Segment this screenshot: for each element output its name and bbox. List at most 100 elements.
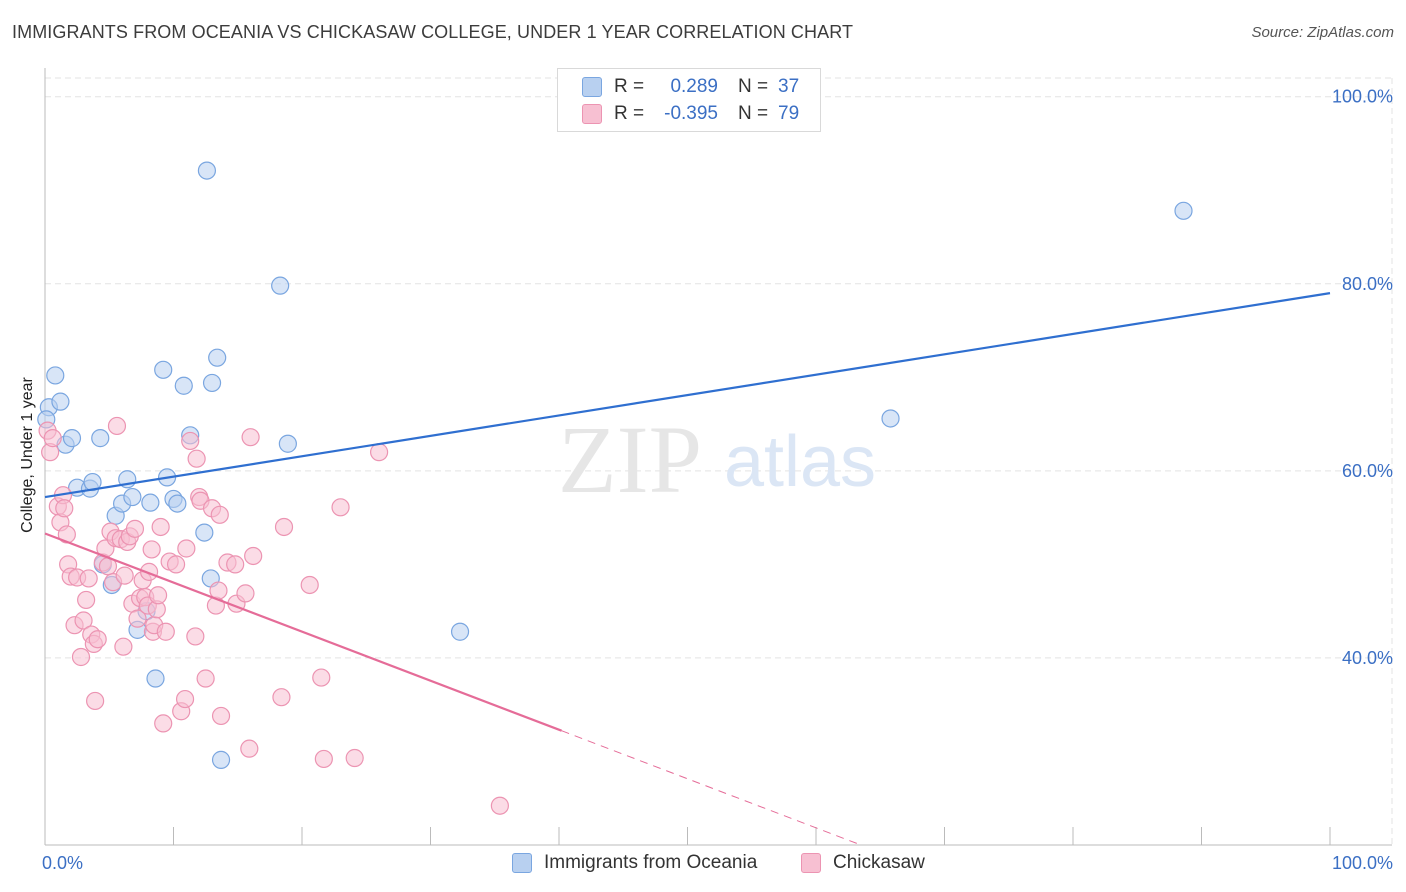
- legend-swatch-chickasaw: [582, 104, 602, 124]
- chickasaw-point: [71, 647, 91, 667]
- bottom-legend-label-oceania: Immigrants from Oceania: [544, 852, 758, 873]
- y-tick-label: 40.0%: [1342, 648, 1393, 668]
- legend-r-label: R =: [614, 76, 645, 97]
- chickasaw-point: [211, 706, 231, 726]
- chickasaw-point: [187, 449, 206, 468]
- chickasaw-point: [274, 517, 294, 537]
- chickasaw-point: [175, 689, 195, 709]
- x-tick-label-max: 100.0%: [1332, 853, 1393, 873]
- oceania-point: [202, 373, 222, 393]
- watermark: ZIP atlas: [558, 406, 876, 513]
- chickasaw-point: [241, 428, 260, 447]
- oceania-point: [168, 494, 187, 513]
- chart-title: IMMIGRANTS FROM OCEANIA VS CHICKASAW COL…: [12, 22, 854, 42]
- axes: [44, 68, 1392, 846]
- chickasaw-point: [43, 429, 62, 448]
- oceania-point: [278, 434, 297, 453]
- legend-row-oceania: R = 0.289 N = 37: [582, 75, 799, 99]
- oceania-point: [123, 487, 142, 507]
- legend-swatch-oceania: [582, 77, 602, 97]
- oceania-point: [881, 409, 900, 428]
- chickasaw-point: [128, 609, 147, 628]
- watermark-zip: ZIP: [558, 406, 702, 513]
- oceania-point: [62, 429, 82, 448]
- chickasaw-point: [142, 540, 161, 559]
- legend-n-value: 37: [778, 76, 800, 97]
- legend-r-value: 0.289: [670, 76, 718, 97]
- oceania-point: [195, 523, 214, 542]
- chickasaw-point: [125, 519, 145, 538]
- oceania-point: [271, 276, 290, 295]
- oceania-point: [450, 622, 470, 641]
- gridlines: [45, 77, 1393, 845]
- stats-legend: R = 0.289 N = 37 R = -0.395 N = 79: [557, 68, 821, 132]
- chickasaw-point: [88, 630, 107, 649]
- oceania-point: [197, 161, 217, 180]
- series-chickasaw-points: [38, 416, 509, 815]
- chickasaw-point: [345, 748, 364, 768]
- oceania-point: [208, 348, 227, 367]
- chickasaw-point: [186, 627, 205, 646]
- chickasaw-point: [331, 498, 350, 517]
- chickasaw-point: [166, 555, 186, 574]
- bottom-legend-swatch-oceania: [512, 853, 532, 873]
- chickasaw-point: [236, 584, 255, 603]
- chickasaw-point: [196, 669, 215, 688]
- oceania-point: [154, 360, 173, 379]
- chickasaw-point: [177, 539, 196, 558]
- y-tick-label: 100.0%: [1332, 87, 1393, 107]
- chickasaw-point: [156, 622, 175, 641]
- chickasaw-point: [272, 688, 291, 707]
- chickasaw-point: [240, 739, 259, 758]
- oceania-point: [91, 429, 110, 448]
- tick-labels: 40.0% 60.0% 80.0% 100.0% 0.0% 100.0%: [42, 87, 1393, 873]
- y-tick-label: 60.0%: [1342, 461, 1393, 481]
- oceania-point: [174, 376, 193, 395]
- trendlines: [44, 292, 1331, 846]
- legend-r-value: -0.395: [664, 103, 718, 124]
- bottom-legend-swatch-chickasaw: [801, 853, 821, 873]
- chickasaw-point: [300, 575, 319, 595]
- legend-n-label: N =: [738, 103, 769, 124]
- chickasaw-point: [244, 546, 263, 566]
- chickasaw-point: [154, 714, 173, 733]
- legend-r-label: R =: [614, 103, 645, 124]
- bottom-legend-label-chickasaw: Chickasaw: [833, 852, 925, 873]
- chickasaw-point: [370, 443, 389, 462]
- chickasaw-point: [226, 555, 245, 574]
- chickasaw-point: [79, 569, 98, 588]
- chickasaw-point: [74, 611, 93, 630]
- legend-row-chickasaw: R = -0.395 N = 79: [582, 102, 799, 126]
- chickasaw-point: [114, 637, 133, 656]
- chickasaw-point: [148, 586, 168, 605]
- oceania-point: [211, 750, 231, 769]
- oceania-point: [1174, 201, 1193, 220]
- source-credit: Source: ZipAtlas.com: [1251, 24, 1394, 41]
- watermark-atlas: atlas: [724, 422, 876, 502]
- trendline-oceania: [44, 292, 1331, 499]
- chickasaw-point: [139, 562, 159, 581]
- legend-n-label: N =: [738, 76, 769, 97]
- chickasaw-point: [490, 796, 509, 815]
- oceania-point: [51, 392, 70, 411]
- bottom-legend-oceania: Immigrants from Oceania: [512, 852, 757, 874]
- chickasaw-point: [314, 749, 333, 769]
- trendline-chickasaw: [44, 532, 562, 732]
- chickasaw-point: [151, 517, 170, 537]
- chickasaw-point: [86, 691, 105, 711]
- oceania-point: [46, 366, 65, 385]
- chickasaw-point: [77, 590, 96, 610]
- legend-n-value: 79: [778, 103, 800, 124]
- bottom-legend-chickasaw: Chickasaw: [801, 852, 925, 874]
- oceania-point: [141, 493, 160, 512]
- chickasaw-point: [55, 499, 74, 518]
- y-tick-label: 80.0%: [1342, 274, 1393, 294]
- chickasaw-point: [181, 431, 200, 451]
- x-tick-label-min: 0.0%: [42, 853, 83, 873]
- chickasaw-point: [312, 668, 331, 687]
- trendline-chickasaw-extension: [561, 730, 862, 846]
- oceania-point: [146, 669, 165, 688]
- chickasaw-point: [115, 566, 134, 585]
- chickasaw-point: [210, 505, 229, 524]
